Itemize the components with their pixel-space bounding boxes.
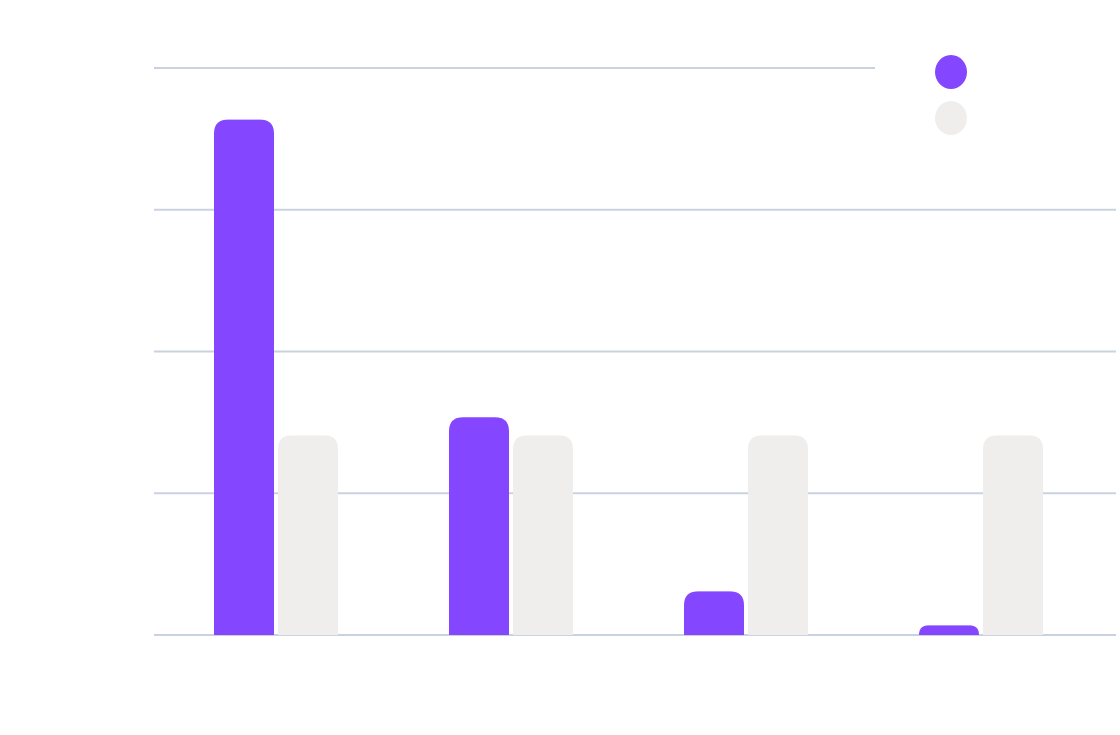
bar-series-2-category-1	[278, 435, 338, 635]
bar-series-1-category-1	[214, 119, 274, 636]
legend-marker-series-1	[935, 55, 967, 89]
bars	[214, 119, 1043, 636]
legend	[935, 55, 967, 135]
bar-series-1-category-3	[684, 591, 744, 635]
bar-series-2-category-4	[983, 435, 1043, 635]
bar-series-1-category-2	[449, 417, 509, 635]
bar-series-2-category-2	[513, 435, 573, 635]
bar-series-2-category-3	[748, 435, 808, 635]
bar-series-1-category-4	[919, 625, 979, 635]
legend-marker-series-2	[935, 101, 967, 135]
